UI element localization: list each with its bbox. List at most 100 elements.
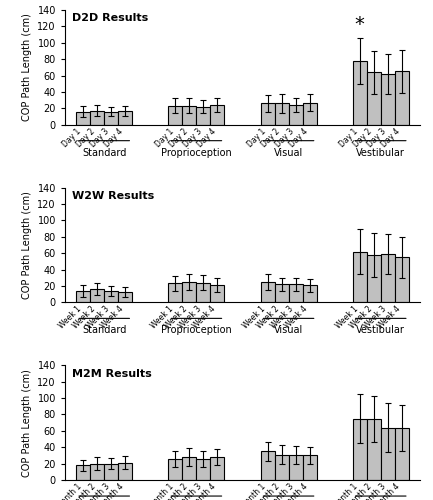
Bar xyxy=(168,284,182,302)
Text: Month 4: Month 4 xyxy=(189,482,217,500)
Text: Day 4: Day 4 xyxy=(195,127,217,149)
Text: Month 2: Month 2 xyxy=(69,482,97,500)
Text: Week 2: Week 2 xyxy=(163,304,189,330)
Bar xyxy=(275,454,288,480)
Text: Week 2: Week 2 xyxy=(348,304,374,330)
Bar xyxy=(90,289,104,302)
Text: Week 1: Week 1 xyxy=(333,304,360,330)
Bar xyxy=(118,463,132,480)
Text: W2W Results: W2W Results xyxy=(72,191,154,201)
Text: Day 2: Day 2 xyxy=(167,127,189,149)
Text: D2D Results: D2D Results xyxy=(72,14,148,24)
Bar xyxy=(367,255,381,302)
Bar xyxy=(118,292,132,302)
Text: Week 2: Week 2 xyxy=(255,304,281,330)
Text: Month 3: Month 3 xyxy=(175,482,204,500)
Bar xyxy=(76,466,90,480)
Bar xyxy=(303,285,317,302)
Bar xyxy=(367,72,381,124)
Text: Week 3: Week 3 xyxy=(269,304,296,331)
Text: Week 3: Week 3 xyxy=(177,304,204,331)
Text: Month 3: Month 3 xyxy=(83,482,111,500)
Bar xyxy=(197,106,210,124)
Bar xyxy=(288,456,303,480)
Text: Day 1: Day 1 xyxy=(338,127,360,149)
Text: Day 3: Day 3 xyxy=(365,127,388,149)
Text: Day 2: Day 2 xyxy=(75,127,97,149)
Text: Week 1: Week 1 xyxy=(149,304,175,330)
Bar xyxy=(275,104,288,124)
Bar xyxy=(261,282,275,302)
Text: Month 2: Month 2 xyxy=(345,482,374,500)
Text: Week 1: Week 1 xyxy=(242,304,268,330)
Bar xyxy=(197,282,210,302)
Bar xyxy=(210,457,224,480)
Bar xyxy=(168,106,182,124)
Bar xyxy=(168,458,182,480)
Bar xyxy=(182,106,197,124)
Bar xyxy=(210,285,224,302)
Text: Visual: Visual xyxy=(274,148,303,158)
Bar xyxy=(381,74,395,124)
Bar xyxy=(288,105,303,124)
Text: Month 3: Month 3 xyxy=(359,482,388,500)
Bar xyxy=(395,72,409,124)
Text: Month 1: Month 1 xyxy=(331,482,360,500)
Bar xyxy=(261,104,275,124)
Text: Day 3: Day 3 xyxy=(89,127,111,149)
Text: Month 2: Month 2 xyxy=(253,482,281,500)
Bar xyxy=(197,458,210,480)
Text: Day 3: Day 3 xyxy=(273,127,296,149)
Bar xyxy=(353,418,367,480)
Text: Week 4: Week 4 xyxy=(284,304,310,331)
Text: Vestibular: Vestibular xyxy=(356,148,405,158)
Bar xyxy=(381,428,395,480)
Bar xyxy=(367,418,381,480)
Bar xyxy=(303,456,317,480)
Text: Week 4: Week 4 xyxy=(375,304,402,331)
Text: *: * xyxy=(355,14,365,34)
Text: Month 1: Month 1 xyxy=(55,482,83,500)
Text: Month 4: Month 4 xyxy=(373,482,402,500)
Text: Day 2: Day 2 xyxy=(259,127,281,149)
Text: Proprioception: Proprioception xyxy=(161,148,232,158)
Text: Week 4: Week 4 xyxy=(191,304,217,331)
Text: Visual: Visual xyxy=(274,325,303,335)
Text: Proprioception: Proprioception xyxy=(161,325,232,335)
Text: Day 1: Day 1 xyxy=(153,127,175,149)
Text: Standard: Standard xyxy=(82,325,126,335)
Text: Day 4: Day 4 xyxy=(380,127,402,149)
Text: Day 3: Day 3 xyxy=(181,127,204,149)
Text: Week 1: Week 1 xyxy=(57,304,83,330)
Bar xyxy=(90,110,104,124)
Text: Day 1: Day 1 xyxy=(246,127,268,149)
Bar xyxy=(182,457,197,480)
Text: Day 1: Day 1 xyxy=(61,127,83,149)
Text: Month 2: Month 2 xyxy=(161,482,189,500)
Text: Week 4: Week 4 xyxy=(99,304,125,331)
Bar xyxy=(76,112,90,124)
Text: Month 1: Month 1 xyxy=(239,482,268,500)
Bar xyxy=(395,258,409,302)
Bar xyxy=(104,291,118,302)
Text: Standard: Standard xyxy=(82,148,126,158)
Text: Week 2: Week 2 xyxy=(71,304,97,330)
Text: Week 3: Week 3 xyxy=(362,304,388,331)
Bar xyxy=(90,464,104,480)
Bar xyxy=(104,112,118,124)
Bar xyxy=(182,282,197,302)
Y-axis label: COP Path Length (cm): COP Path Length (cm) xyxy=(22,191,32,299)
Text: Month 4: Month 4 xyxy=(97,482,125,500)
Bar xyxy=(381,254,395,302)
Text: Week 3: Week 3 xyxy=(85,304,111,331)
Y-axis label: COP Path Length (cm): COP Path Length (cm) xyxy=(22,368,32,476)
Bar xyxy=(288,284,303,302)
Bar xyxy=(76,291,90,302)
Text: Vestibular: Vestibular xyxy=(356,325,405,335)
Text: M2M Results: M2M Results xyxy=(72,369,152,379)
Bar xyxy=(353,61,367,124)
Text: Day 4: Day 4 xyxy=(288,127,310,149)
Bar xyxy=(118,110,132,124)
Bar xyxy=(395,428,409,480)
Text: Month 1: Month 1 xyxy=(147,482,175,500)
